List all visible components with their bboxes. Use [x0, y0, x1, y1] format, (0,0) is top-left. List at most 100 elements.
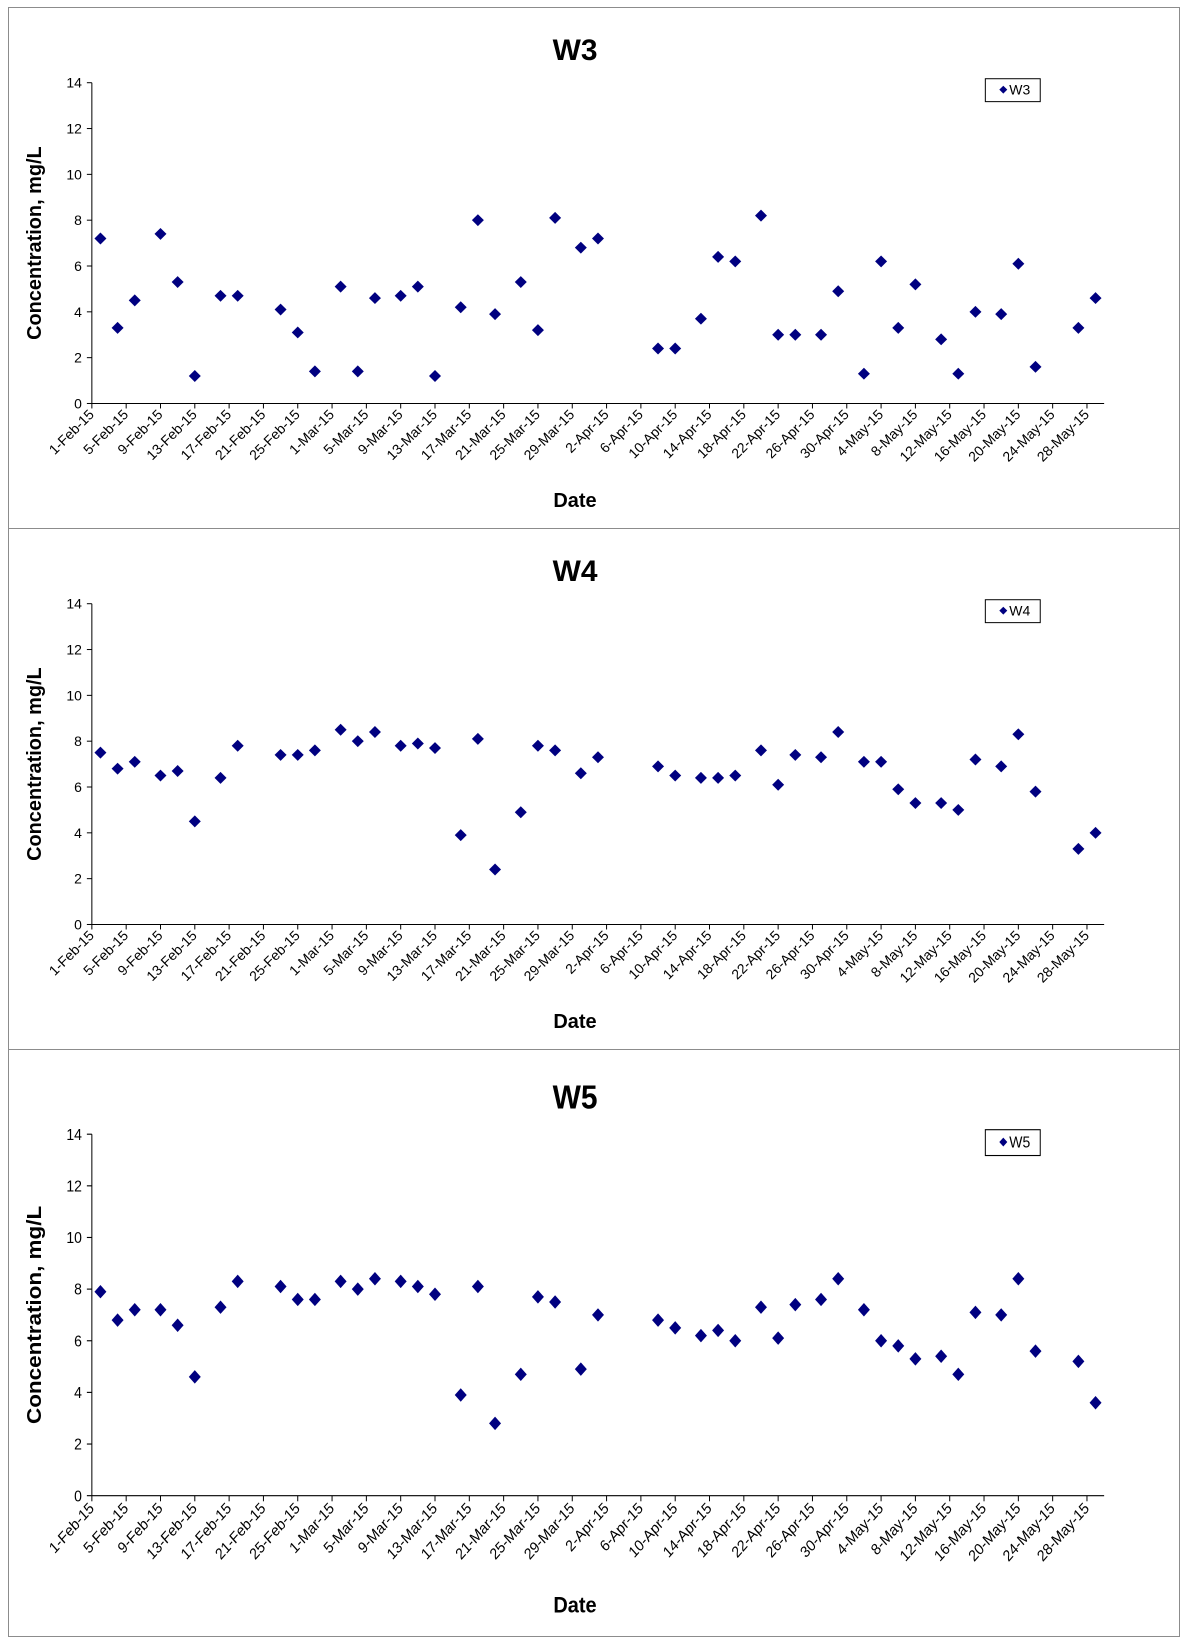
data-point — [471, 1279, 484, 1294]
chart-panel-w3: W3 Concentration, mg/L Date 0 2 4 6 8 10 12 14 … — [8, 7, 1180, 529]
data-point — [94, 232, 107, 245]
data-point — [935, 333, 948, 346]
y-tick-label: 0 — [74, 395, 82, 411]
data-point — [772, 328, 785, 341]
data-point — [857, 1303, 870, 1317]
data-point — [694, 312, 707, 325]
x-axis-label: Date — [553, 490, 596, 512]
y-tick-label: 6 — [74, 258, 82, 274]
legend-label: W5 — [1009, 1135, 1030, 1152]
data-point — [531, 324, 544, 337]
data-point — [128, 294, 141, 307]
data-point — [712, 1323, 725, 1338]
data-point — [857, 755, 870, 768]
data-point — [154, 1303, 167, 1317]
data-point — [892, 321, 905, 334]
chart-panel-w4: W4 Concentration, mg/L Date 0 2 4 6 8 10 12 14 … — [8, 528, 1180, 1050]
data-point — [274, 748, 287, 761]
data-point — [351, 365, 364, 378]
data-point — [832, 726, 845, 738]
data-point — [214, 1300, 227, 1314]
x-axis: 1-Feb-155-Feb-159-Feb-1513-Feb-1517-Feb-… — [47, 1495, 1105, 1565]
y-tick-label: 2 — [74, 350, 82, 366]
data-point — [754, 1300, 767, 1314]
data-point — [574, 767, 587, 780]
chart-w5: W5 Concentration, mg/L Date 02468101214 … — [23, 1078, 1105, 1618]
data-point — [94, 1284, 107, 1299]
data-point — [652, 342, 665, 355]
data-point — [351, 1282, 364, 1296]
x-axis: 1-Feb-155-Feb-159-Feb-1513-Feb-1517-Feb-… — [46, 402, 1105, 465]
data-point — [111, 762, 124, 775]
y-axis-label: Concentration, mg/L — [24, 146, 46, 340]
data-point — [875, 755, 888, 768]
data-point — [969, 1305, 982, 1320]
y-tick-label: 4 — [74, 1385, 82, 1402]
data-point — [471, 732, 484, 745]
y-tick-label: 4 — [74, 304, 82, 320]
legend-marker-icon — [999, 1137, 1008, 1147]
x-axis-label: Date — [553, 1011, 596, 1033]
data-point — [892, 783, 905, 796]
data-point — [454, 301, 467, 314]
data-point — [712, 771, 725, 784]
data-point — [489, 1416, 502, 1431]
data-point — [214, 289, 227, 302]
data-point — [429, 1287, 441, 1302]
chart-title: W4 — [553, 555, 598, 588]
data-point — [729, 1334, 742, 1348]
data-point — [857, 367, 870, 380]
data-point — [291, 326, 304, 339]
data-point — [411, 1279, 424, 1294]
x-axis-label: Date — [553, 1592, 596, 1617]
data-point — [995, 760, 1008, 773]
y-tick-label: 10 — [66, 1230, 82, 1247]
data-point — [454, 829, 467, 842]
legend: W3 — [984, 78, 1041, 103]
y-tick-label: 8 — [74, 212, 82, 228]
data-point — [111, 321, 124, 334]
data-point — [429, 370, 441, 382]
data-point — [188, 1370, 201, 1384]
y-tick-label: 12 — [66, 121, 82, 137]
data-point — [231, 289, 244, 302]
chart-title: W5 — [553, 1078, 598, 1116]
data-point — [592, 232, 604, 245]
data-point — [729, 769, 742, 782]
data-point — [214, 771, 227, 784]
y-tick-label: 14 — [66, 596, 82, 612]
data-point — [1012, 257, 1025, 270]
data-point — [531, 739, 544, 752]
y-tick-label: 8 — [74, 1282, 82, 1299]
data-point — [669, 1321, 682, 1335]
data-point — [489, 863, 502, 876]
data-point — [789, 1297, 802, 1312]
data-point — [1089, 826, 1102, 839]
y-tick-label: 6 — [74, 1334, 82, 1351]
data-points — [94, 209, 1102, 382]
data-point — [789, 328, 802, 341]
data-point — [574, 241, 587, 254]
y-tick-label: 14 — [66, 1127, 82, 1144]
y-tick-label: 8 — [74, 733, 82, 749]
y-tick-label: 2 — [74, 871, 82, 887]
data-point — [694, 771, 707, 784]
data-point — [334, 280, 347, 293]
data-points — [94, 1272, 1102, 1431]
data-point — [1072, 1354, 1085, 1369]
data-point — [514, 1367, 527, 1382]
legend: W4 — [984, 599, 1041, 624]
data-point — [368, 726, 381, 738]
data-point — [995, 308, 1008, 321]
data-point — [394, 289, 407, 302]
data-point — [94, 746, 107, 759]
y-axis: 0 2 4 6 8 10 12 14 — [66, 1127, 93, 1506]
data-point — [652, 760, 665, 773]
data-point — [549, 1295, 562, 1309]
data-point — [514, 806, 527, 819]
data-point — [832, 285, 845, 298]
y-tick-label: 10 — [66, 166, 82, 182]
data-point — [154, 769, 167, 782]
data-point — [1072, 321, 1085, 334]
data-point — [171, 1318, 184, 1332]
